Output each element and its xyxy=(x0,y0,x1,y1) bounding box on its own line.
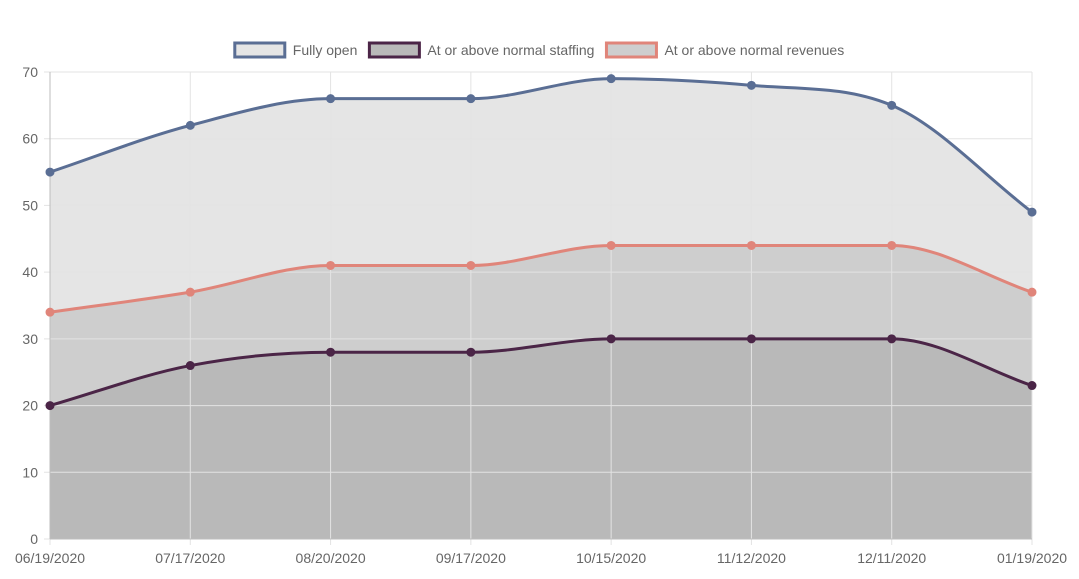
x-tick-label: 12/11/2020 xyxy=(857,550,926,566)
y-tick-label: 10 xyxy=(22,464,38,480)
legend: Fully open At or above normal staffing At … xyxy=(233,41,844,59)
point-at-or-above-normal-staffing[interactable] xyxy=(746,334,756,344)
point-at-or-above-normal-revenues[interactable] xyxy=(1027,287,1037,297)
point-fully-open[interactable] xyxy=(326,94,336,104)
point-at-or-above-normal-staffing[interactable] xyxy=(466,347,476,357)
point-at-or-above-normal-staffing[interactable] xyxy=(1027,381,1037,391)
point-at-or-above-normal-revenues[interactable] xyxy=(466,260,476,270)
point-fully-open[interactable] xyxy=(606,74,616,84)
legend-swatch-fully-open xyxy=(233,41,287,59)
area-fill-at-or-above-normal-staffing xyxy=(50,338,1032,539)
legend-item-fully-open[interactable]: Fully open xyxy=(233,41,358,59)
point-at-or-above-normal-revenues[interactable] xyxy=(185,287,195,297)
x-tick-label: 06/19/2020 xyxy=(15,550,85,566)
point-fully-open[interactable] xyxy=(45,167,55,177)
point-fully-open[interactable] xyxy=(466,94,476,104)
x-tick-label: 11/12/2020 xyxy=(717,550,786,566)
line-at-or-above-normal-revenues xyxy=(49,243,1033,314)
y-axis: 0 10 20 30 40 50 60 70 xyxy=(22,64,38,547)
point-at-or-above-normal-staffing[interactable] xyxy=(185,361,195,371)
area-fills xyxy=(50,78,1032,540)
point-at-or-above-normal-revenues[interactable] xyxy=(45,307,55,317)
x-axis: 06/19/2020 07/17/2020 08/20/2020 09/17/2020… xyxy=(15,550,1067,566)
point-fully-open[interactable] xyxy=(1027,207,1037,217)
point-at-or-above-normal-staffing[interactable] xyxy=(326,347,336,357)
y-tick-label: 60 xyxy=(22,131,38,147)
line-at-or-above-normal-staffing xyxy=(49,337,1033,408)
point-at-or-above-normal-staffing[interactable] xyxy=(606,334,616,344)
legend-item-at-or-above-normal-staffing[interactable]: At or above normal staffing xyxy=(367,41,594,59)
point-at-or-above-normal-revenues[interactable] xyxy=(887,240,897,250)
gridlines xyxy=(44,71,1033,545)
point-fully-open[interactable] xyxy=(185,120,195,130)
y-tick-label: 20 xyxy=(22,398,38,414)
x-tick-label: 09/17/2020 xyxy=(436,550,506,566)
point-at-or-above-normal-revenues[interactable] xyxy=(606,240,616,250)
y-tick-label: 50 xyxy=(22,197,38,213)
point-at-or-above-normal-revenues[interactable] xyxy=(746,240,756,250)
data-points xyxy=(45,74,1037,411)
point-at-or-above-normal-staffing[interactable] xyxy=(887,334,897,344)
point-fully-open[interactable] xyxy=(746,80,756,90)
point-at-or-above-normal-staffing[interactable] xyxy=(45,401,55,411)
legend-label-fully-open: Fully open xyxy=(293,42,358,58)
point-fully-open[interactable] xyxy=(887,100,897,110)
x-tick-label: 01/19/2020 xyxy=(997,550,1067,566)
legend-swatch-at-or-above-normal-staffing xyxy=(367,41,421,59)
y-tick-label: 40 xyxy=(22,264,38,280)
legend-item-at-or-above-normal-revenues[interactable]: At or above normal revenues xyxy=(604,41,844,59)
legend-label-at-or-above-normal-revenues: At or above normal revenues xyxy=(664,42,844,58)
legend-swatch-at-or-above-normal-revenues xyxy=(604,41,658,59)
y-tick-label: 0 xyxy=(30,531,38,547)
legend-label-at-or-above-normal-staffing: At or above normal staffing xyxy=(427,42,594,58)
x-tick-label: 07/17/2020 xyxy=(155,550,225,566)
x-tick-label: 10/15/2020 xyxy=(576,550,646,566)
point-at-or-above-normal-revenues[interactable] xyxy=(326,260,336,270)
y-tick-label: 30 xyxy=(22,331,38,347)
x-tick-label: 08/20/2020 xyxy=(296,550,366,566)
y-tick-label: 70 xyxy=(22,64,38,80)
